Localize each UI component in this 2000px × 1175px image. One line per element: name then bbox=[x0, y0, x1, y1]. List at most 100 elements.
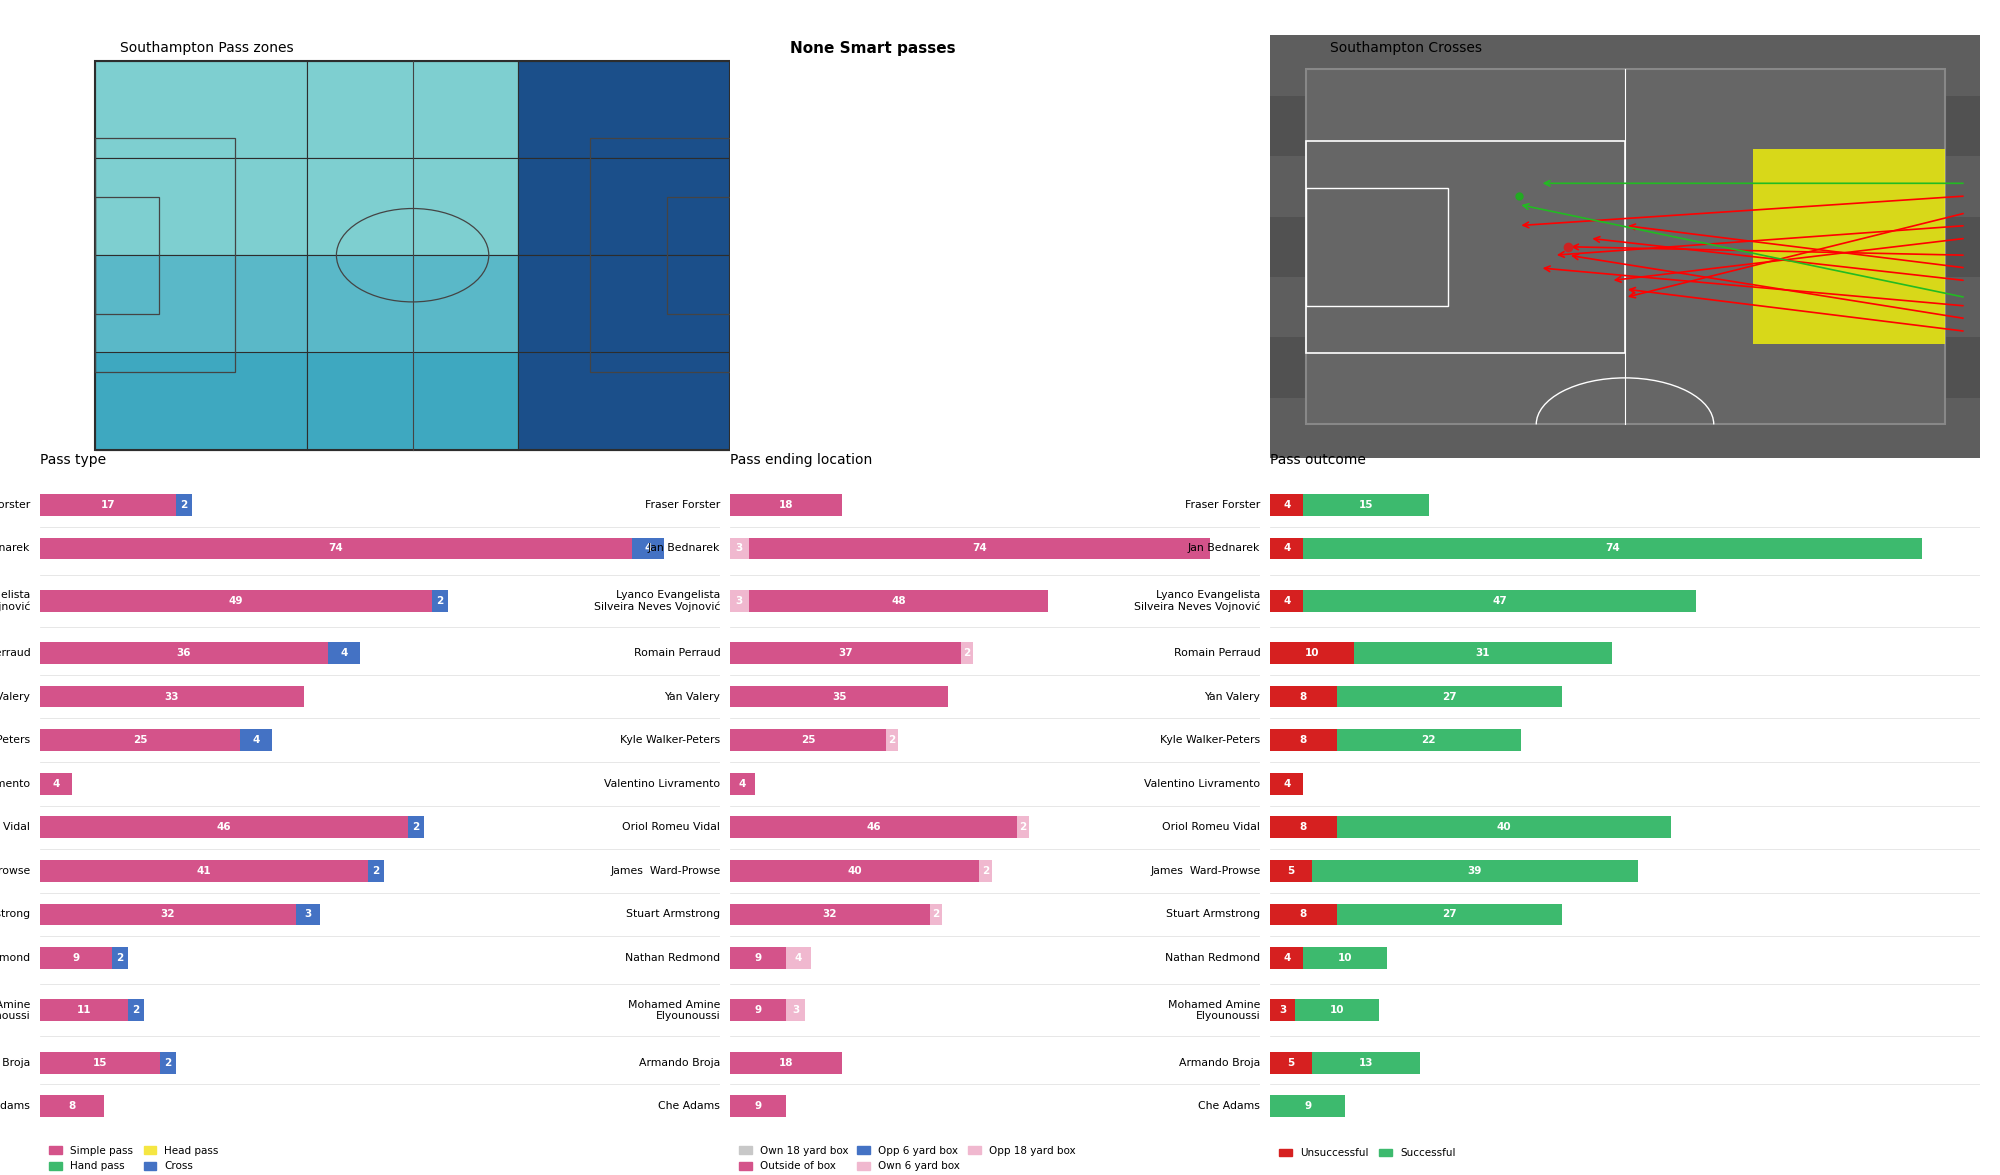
Bar bbox=[40, 860, 368, 881]
Bar bbox=[518, 61, 730, 157]
Bar bbox=[1304, 947, 1386, 969]
Text: Southampton Crosses: Southampton Crosses bbox=[1330, 41, 1482, 55]
Text: 2: 2 bbox=[964, 649, 970, 658]
Text: 46: 46 bbox=[866, 822, 880, 832]
Text: 32: 32 bbox=[160, 909, 176, 920]
Text: Pass outcome: Pass outcome bbox=[1270, 454, 1366, 468]
Bar bbox=[1270, 904, 1336, 926]
Text: 4: 4 bbox=[252, 736, 260, 745]
Bar bbox=[1270, 817, 1336, 838]
Bar bbox=[40, 1000, 128, 1021]
Bar bbox=[1336, 730, 1520, 751]
Text: 3: 3 bbox=[304, 909, 312, 920]
Bar bbox=[960, 642, 974, 664]
Bar bbox=[1312, 1052, 1420, 1074]
Text: 13: 13 bbox=[1358, 1058, 1374, 1068]
Text: 25: 25 bbox=[132, 736, 148, 745]
Text: 41: 41 bbox=[196, 866, 212, 875]
Text: 9: 9 bbox=[754, 953, 762, 964]
Bar bbox=[730, 537, 748, 559]
Bar bbox=[886, 730, 898, 751]
Text: 10: 10 bbox=[1304, 649, 1320, 658]
Bar bbox=[328, 642, 360, 664]
Bar bbox=[730, 1095, 786, 1117]
Bar bbox=[518, 352, 730, 450]
Bar bbox=[590, 139, 730, 372]
Text: 5: 5 bbox=[1288, 866, 1294, 875]
Bar bbox=[1304, 590, 1696, 612]
Bar bbox=[730, 1052, 842, 1074]
Bar bbox=[1296, 1000, 1378, 1021]
Bar bbox=[1270, 947, 1304, 969]
Text: 2: 2 bbox=[132, 1006, 140, 1015]
Bar bbox=[96, 157, 306, 255]
Bar bbox=[1270, 337, 1980, 398]
Text: 32: 32 bbox=[822, 909, 838, 920]
Text: 4: 4 bbox=[644, 543, 652, 553]
Bar bbox=[40, 730, 240, 751]
Bar bbox=[40, 642, 328, 664]
Text: 3: 3 bbox=[1278, 1006, 1286, 1015]
Text: 4: 4 bbox=[52, 779, 60, 788]
Text: 74: 74 bbox=[972, 543, 986, 553]
Bar bbox=[96, 255, 306, 352]
Bar bbox=[730, 947, 786, 969]
Text: 9: 9 bbox=[72, 953, 80, 964]
Text: 40: 40 bbox=[1496, 822, 1512, 832]
Bar bbox=[40, 1052, 160, 1074]
Bar bbox=[1354, 642, 1612, 664]
Text: Southampton Pass zones: Southampton Pass zones bbox=[120, 41, 294, 55]
Text: 22: 22 bbox=[1422, 736, 1436, 745]
Bar bbox=[730, 904, 930, 926]
Bar bbox=[40, 947, 112, 969]
Text: 4: 4 bbox=[340, 649, 348, 658]
Bar bbox=[1306, 141, 1624, 352]
Bar bbox=[1270, 537, 1304, 559]
Text: 17: 17 bbox=[100, 499, 116, 510]
Text: 2: 2 bbox=[412, 822, 420, 832]
Bar bbox=[1312, 860, 1638, 881]
Bar bbox=[1270, 95, 1980, 156]
Text: 37: 37 bbox=[838, 649, 852, 658]
Text: 4: 4 bbox=[1284, 779, 1290, 788]
Text: 2: 2 bbox=[932, 909, 940, 920]
Text: 3: 3 bbox=[736, 543, 742, 553]
Text: 2: 2 bbox=[888, 736, 896, 745]
Text: 27: 27 bbox=[1442, 909, 1456, 920]
Text: 10: 10 bbox=[1338, 953, 1352, 964]
Bar bbox=[518, 157, 730, 255]
Bar bbox=[730, 642, 960, 664]
Text: 9: 9 bbox=[754, 1006, 762, 1015]
Text: 2: 2 bbox=[372, 866, 380, 875]
Bar bbox=[240, 730, 272, 751]
Text: 11: 11 bbox=[76, 1006, 92, 1015]
Bar bbox=[666, 197, 730, 314]
Bar bbox=[408, 817, 424, 838]
Bar bbox=[980, 860, 992, 881]
Bar bbox=[1270, 860, 1312, 881]
Bar bbox=[1336, 686, 1562, 707]
Text: 18: 18 bbox=[778, 1058, 794, 1068]
Bar bbox=[96, 61, 306, 157]
Bar bbox=[432, 590, 448, 612]
Legend: Simple pass, Hand pass, Head pass, Cross: Simple pass, Hand pass, Head pass, Cross bbox=[46, 1142, 224, 1175]
Text: 4: 4 bbox=[794, 953, 802, 964]
Text: 15: 15 bbox=[92, 1058, 108, 1068]
Bar bbox=[1270, 590, 1304, 612]
Bar bbox=[40, 817, 408, 838]
Text: 8: 8 bbox=[1300, 909, 1308, 920]
Bar bbox=[1306, 188, 1448, 306]
Bar bbox=[40, 686, 304, 707]
Text: 8: 8 bbox=[1300, 822, 1308, 832]
Bar bbox=[40, 773, 72, 794]
Text: 74: 74 bbox=[1606, 543, 1620, 553]
Text: 49: 49 bbox=[228, 596, 244, 606]
Text: 4: 4 bbox=[738, 779, 746, 788]
Bar bbox=[748, 590, 1048, 612]
Bar bbox=[786, 1000, 804, 1021]
Text: 40: 40 bbox=[848, 866, 862, 875]
Text: Pass type: Pass type bbox=[40, 454, 106, 468]
Bar bbox=[160, 1052, 176, 1074]
Text: 5: 5 bbox=[1288, 1058, 1294, 1068]
Bar bbox=[306, 255, 518, 352]
